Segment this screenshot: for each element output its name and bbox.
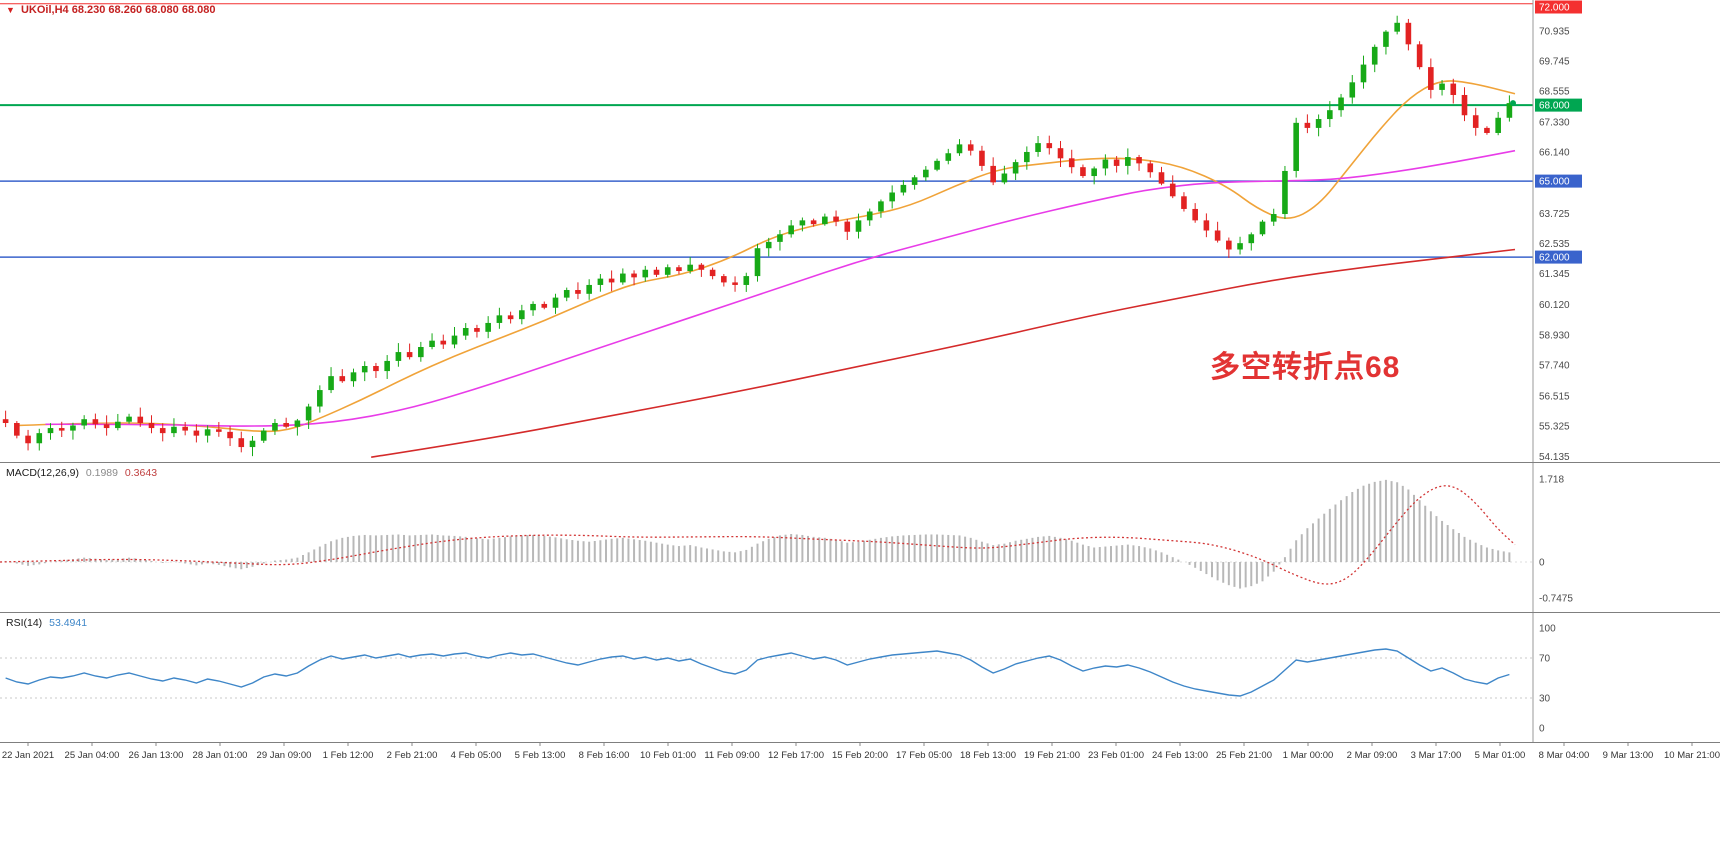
- time-tick: 23 Feb 01:00: [1088, 750, 1144, 761]
- time-tick: 26 Jan 13:00: [129, 750, 184, 761]
- time-tick: 24 Feb 13:00: [1152, 750, 1208, 761]
- time-tick: 8 Mar 04:00: [1539, 750, 1590, 761]
- time-tick: 2 Mar 09:00: [1347, 750, 1398, 761]
- time-tick: 10 Feb 01:00: [640, 750, 696, 761]
- price-box: [1535, 250, 1582, 264]
- price-tick: 62.535: [1539, 239, 1570, 250]
- time-tick: 19 Feb 21:00: [1024, 750, 1080, 761]
- macd-tick: 0: [1539, 558, 1545, 569]
- rsi-name: RSI(14): [6, 617, 43, 629]
- price-box: [1535, 98, 1582, 112]
- time-tick: 17 Feb 05:00: [896, 750, 952, 761]
- chart-annotation-text[interactable]: 多空转折点68: [1210, 351, 1401, 384]
- time-tick: 28 Jan 01:00: [193, 750, 248, 761]
- price-tick: 63.725: [1539, 209, 1570, 220]
- price-tick: 68.555: [1539, 87, 1570, 98]
- last-price-dot: [1510, 100, 1516, 107]
- svg-text:72.000: 72.000: [1539, 3, 1570, 14]
- rsi-indicator-panel[interactable]: 100 70 30 0 RSI(14) 53.4941: [0, 612, 1720, 743]
- ohlc-values: 68.230 68.260 68.080 68.080: [71, 4, 216, 16]
- symbol-timeframe-label: UKOil,H4: [20, 4, 69, 16]
- macd-tick: 1.718: [1539, 475, 1564, 486]
- time-tick: 11 Feb 09:00: [704, 750, 759, 761]
- macd-tick: -0.7475: [1539, 594, 1573, 605]
- price-tick: 55.325: [1539, 422, 1570, 433]
- svg-text:68.000: 68.000: [1539, 101, 1570, 112]
- price-box: [1535, 0, 1582, 14]
- fast-ma-line: [15, 80, 1516, 433]
- candles[interactable]: [2, 15, 1513, 457]
- sell-arrow-icon[interactable]: ▼: [6, 5, 15, 15]
- price-tick: 54.135: [1539, 452, 1570, 462]
- time-tick: 4 Feb 05:00: [451, 750, 502, 761]
- chart-title: ▼ UKOil,H4 68.230 68.260 68.080 68.080: [6, 4, 215, 16]
- time-tick: 8 Feb 16:00: [579, 750, 630, 761]
- price-tick: 70.935: [1539, 26, 1570, 37]
- macd-indicator-panel[interactable]: 1.718 0 -0.7475 MACD(12,26,9) 0.1989 0.364…: [0, 462, 1720, 613]
- macd-signal-line: [0, 485, 1516, 585]
- rsi-tick: 0: [1539, 724, 1545, 735]
- price-tick: 66.140: [1539, 148, 1570, 159]
- time-tick: 5 Mar 01:00: [1475, 750, 1526, 761]
- price-tick: 67.330: [1539, 118, 1570, 129]
- time-tick: 10 Mar 21:00: [1664, 750, 1720, 761]
- svg-text:62.000: 62.000: [1539, 253, 1570, 264]
- slow-ma-line: [371, 248, 1516, 458]
- svg-text:65.000: 65.000: [1539, 177, 1570, 188]
- price-tick: 56.515: [1539, 392, 1570, 403]
- rsi-tick: 30: [1539, 694, 1551, 705]
- rsi-canvas[interactable]: 100 70 30 0: [0, 613, 1720, 743]
- time-axis[interactable]: 22 Jan 2021 25 Jan 04:00 26 Jan 13:00 28 Ja…: [0, 742, 1720, 764]
- time-tick: 18 Feb 13:00: [960, 750, 1016, 761]
- mid-ma-line: [45, 149, 1516, 427]
- macd-histogram: [4, 479, 1511, 589]
- time-tick: 1 Mar 00:00: [1283, 750, 1334, 761]
- price-tick: 58.930: [1539, 330, 1570, 341]
- time-tick: 29 Jan 09:00: [257, 750, 312, 761]
- rsi-line: [5, 648, 1510, 697]
- time-tick: 12 Feb 17:00: [768, 750, 824, 761]
- time-tick: 25 Jan 04:00: [65, 750, 120, 761]
- time-tick: 9 Mar 13:00: [1603, 750, 1654, 761]
- time-tick: 3 Mar 17:00: [1411, 750, 1462, 761]
- price-tick: 61.345: [1539, 269, 1570, 280]
- rsi-label: RSI(14) 53.4941: [6, 617, 91, 629]
- rsi-value: 53.4941: [49, 617, 88, 629]
- macd-signal-value: 0.3643: [124, 467, 158, 479]
- price-box: [1535, 174, 1582, 188]
- price-chart-panel[interactable]: 70.935 69.745 68.555 67.330 66.140 63.725 62.5…: [0, 0, 1720, 462]
- price-tick: 57.740: [1539, 360, 1570, 371]
- time-axis-canvas[interactable]: 22 Jan 2021 25 Jan 04:00 26 Jan 13:00 28 Ja…: [0, 743, 1720, 765]
- time-tick: 2 Feb 21:00: [387, 750, 438, 761]
- macd-main-value: 0.1989: [85, 467, 118, 479]
- time-tick: 25 Feb 21:00: [1216, 750, 1272, 761]
- time-tick: 15 Feb 20:00: [832, 750, 888, 761]
- rsi-tick: 70: [1539, 654, 1551, 665]
- time-tick: 1 Feb 12:00: [323, 750, 374, 761]
- macd-label: MACD(12,26,9) 0.1989 0.3643: [6, 467, 161, 479]
- price-tick: 60.120: [1539, 300, 1570, 311]
- macd-canvas[interactable]: 1.718 0 -0.7475: [0, 463, 1720, 613]
- price-chart-canvas[interactable]: 70.935 69.745 68.555 67.330 66.140 63.725 62.5…: [0, 0, 1720, 462]
- macd-name: MACD(12,26,9): [6, 467, 79, 479]
- price-tick: 69.745: [1539, 56, 1570, 67]
- rsi-tick: 100: [1539, 624, 1556, 635]
- time-tick: 22 Jan 2021: [2, 750, 54, 761]
- time-tick: 5 Feb 13:00: [515, 750, 566, 761]
